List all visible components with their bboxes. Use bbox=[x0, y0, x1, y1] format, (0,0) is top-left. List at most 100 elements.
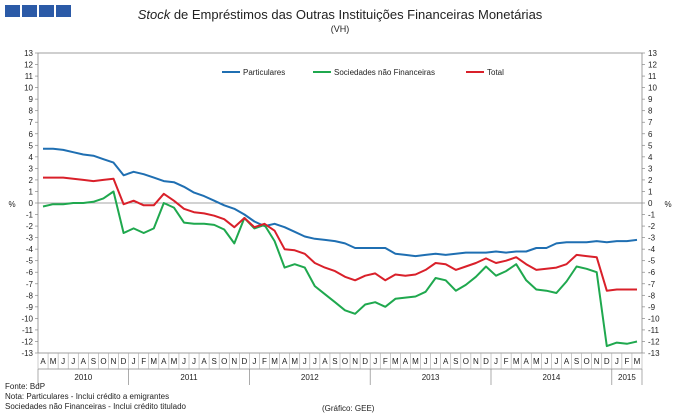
y-tick-label-right: 8 bbox=[648, 107, 653, 116]
y-axis-right: -13-12-11-10-9-8-7-6-5-4-3-2-10123456789… bbox=[642, 49, 660, 358]
x-tick-label-year: 2015 bbox=[618, 373, 636, 382]
x-tick-label-month: F bbox=[624, 357, 629, 366]
y-tick-label-right: -11 bbox=[648, 326, 660, 335]
y-tick-label-right: -10 bbox=[648, 314, 660, 323]
y-tick-label-right: 5 bbox=[648, 141, 653, 150]
x-tick-label-month: D bbox=[483, 357, 489, 366]
chart-title-rest: de Empréstimos das Outras Instituições F… bbox=[170, 7, 543, 22]
chart-title-italic: Stock bbox=[138, 7, 172, 22]
x-tick-label-year: 2012 bbox=[301, 373, 319, 382]
x-tick-label-month: A bbox=[81, 357, 87, 366]
y-tick-label-left: 6 bbox=[29, 130, 34, 139]
y-tick-label-right: -8 bbox=[648, 291, 656, 300]
y-tick-label-right: 0 bbox=[648, 199, 653, 208]
y-tick-label-left: -7 bbox=[26, 280, 34, 289]
y-tick-label-left: -5 bbox=[26, 257, 34, 266]
x-tick-label-month: A bbox=[201, 357, 207, 366]
y-tick-label-right: -2 bbox=[648, 222, 656, 231]
x-tick-label-month: J bbox=[373, 357, 377, 366]
x-tick-label-month: J bbox=[313, 357, 317, 366]
legend-label-1: Sociedades não Financeiras bbox=[334, 68, 435, 77]
x-tick-label-month: F bbox=[141, 357, 146, 366]
y-tick-label-left: -12 bbox=[21, 337, 33, 346]
x-tick-label-year: 2010 bbox=[74, 373, 92, 382]
logo-block-4 bbox=[56, 5, 71, 17]
x-tick-label-month: M bbox=[634, 357, 641, 366]
x-tick-label-month: F bbox=[504, 357, 509, 366]
x-tick-label-month: A bbox=[161, 357, 167, 366]
y-tick-label-right: -6 bbox=[648, 268, 656, 277]
x-tick-label-month: M bbox=[50, 357, 57, 366]
y-tick-label-left: -2 bbox=[26, 222, 34, 231]
y-axis-left: -13-12-11-10-9-8-7-6-5-4-3-2-10123456789… bbox=[21, 49, 642, 358]
y-tick-label-right: 9 bbox=[648, 95, 653, 104]
note-particulares: Nota: Particulares - Inclui crédito a em… bbox=[5, 392, 169, 401]
x-tick-label-month: J bbox=[71, 357, 75, 366]
x-tick-label-month: J bbox=[252, 357, 256, 366]
x-tick-label-month: J bbox=[132, 357, 136, 366]
chart-title: Stock de Empréstimos das Outras Institui… bbox=[138, 7, 543, 22]
y-tick-label-right: 12 bbox=[648, 61, 657, 70]
y-tick-label-left: 11 bbox=[25, 72, 34, 81]
y-tick-label-right: 3 bbox=[648, 164, 653, 173]
y-tick-label-left: -4 bbox=[26, 245, 34, 254]
y-tick-label-left: 8 bbox=[29, 107, 34, 116]
x-tick-label-month: A bbox=[564, 357, 570, 366]
x-tick-label-month: M bbox=[412, 357, 419, 366]
series-line-1 bbox=[42, 190, 638, 348]
x-tick-label-month: M bbox=[291, 357, 298, 366]
x-tick-label-month: N bbox=[594, 357, 600, 366]
chart-subtitle: (VH) bbox=[331, 24, 350, 34]
series-line-2 bbox=[43, 176, 637, 292]
x-tick-label-month: A bbox=[443, 357, 449, 366]
x-tick-label-month: O bbox=[342, 357, 348, 366]
y-tick-label-right: -7 bbox=[648, 280, 656, 289]
y-tick-label-left: -8 bbox=[26, 291, 34, 300]
y-tick-label-right: 11 bbox=[648, 72, 657, 81]
x-tick-label-month: S bbox=[453, 357, 458, 366]
y-tick-label-right: 10 bbox=[648, 84, 657, 93]
y-tick-label-left: -1 bbox=[26, 211, 34, 220]
x-tick-label-month: D bbox=[241, 357, 247, 366]
x-tick-label-month: J bbox=[554, 357, 558, 366]
series-layer bbox=[42, 147, 638, 348]
x-tick-label-month: S bbox=[211, 357, 216, 366]
y-tick-label-right: -12 bbox=[648, 337, 660, 346]
y-tick-label-left: 0 bbox=[29, 199, 34, 208]
x-tick-label-month: A bbox=[322, 357, 328, 366]
x-tick-label-month: N bbox=[231, 357, 237, 366]
x-tick-label-month: A bbox=[40, 357, 46, 366]
x-tick-label-month: F bbox=[262, 357, 267, 366]
x-tick-label-month: S bbox=[91, 357, 96, 366]
y-tick-label-left: 7 bbox=[29, 118, 34, 127]
y-tick-label-left: 13 bbox=[24, 49, 33, 58]
gee-logo bbox=[5, 5, 71, 17]
x-tick-label-month: O bbox=[100, 357, 106, 366]
x-tick-label-month: J bbox=[615, 357, 619, 366]
x-tick-label-year: 2011 bbox=[180, 373, 198, 382]
x-tick-label-month: M bbox=[271, 357, 278, 366]
y-tick-label-left: 5 bbox=[29, 141, 34, 150]
x-tick-label-month: J bbox=[192, 357, 196, 366]
y-tick-label-left: -10 bbox=[21, 314, 33, 323]
x-tick-label-month: D bbox=[362, 357, 368, 366]
x-tick-label-month: J bbox=[494, 357, 498, 366]
x-tick-label-month: A bbox=[524, 357, 530, 366]
x-tick-label-month: D bbox=[121, 357, 127, 366]
x-tick-label-month: O bbox=[463, 357, 469, 366]
y-tick-label-left: -6 bbox=[26, 268, 34, 277]
x-tick-label-year: 2013 bbox=[422, 373, 440, 382]
y-axis-unit-right: % bbox=[664, 200, 671, 209]
x-tick-label-month: M bbox=[392, 357, 399, 366]
logo-block-3 bbox=[39, 5, 54, 17]
x-tick-label-month: M bbox=[171, 357, 178, 366]
chart-credit: (Gráfico: GEE) bbox=[322, 404, 375, 413]
series-line-0 bbox=[43, 147, 638, 258]
y-tick-label-left: -11 bbox=[22, 326, 34, 335]
y-tick-label-right: -4 bbox=[648, 245, 656, 254]
y-tick-label-left: 12 bbox=[24, 61, 33, 70]
x-tick-label-month: M bbox=[533, 357, 540, 366]
y-tick-label-left: 4 bbox=[29, 153, 34, 162]
x-tick-label-month: A bbox=[403, 357, 409, 366]
